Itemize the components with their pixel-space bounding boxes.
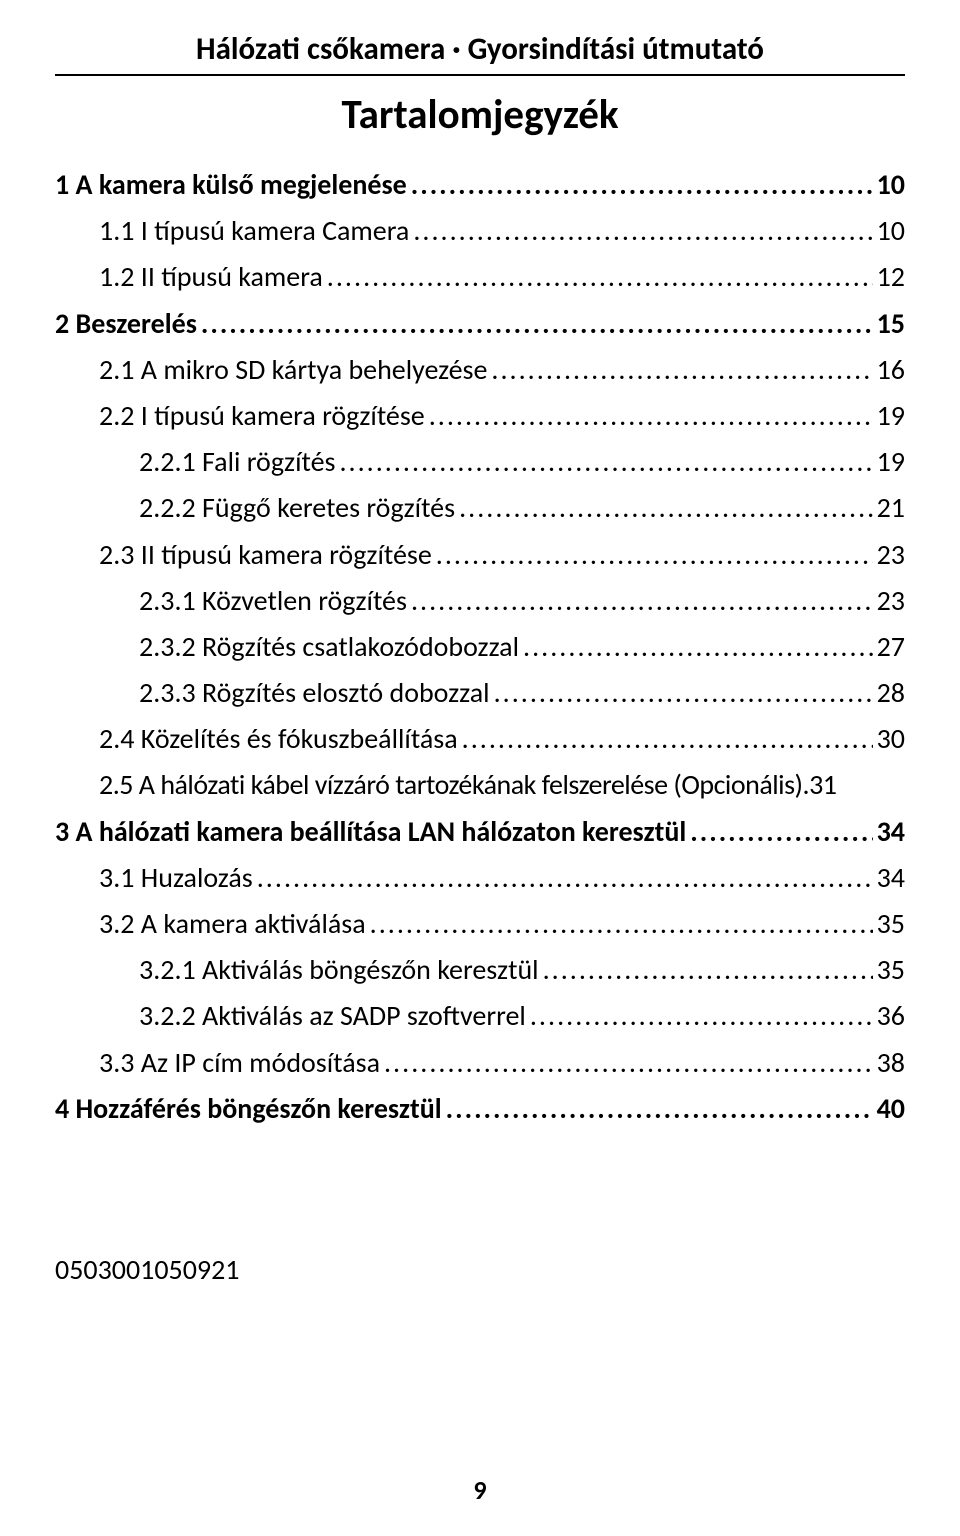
toc-leader-dots <box>257 855 873 901</box>
toc-entry: 3.2.2 Aktiválás az SADP szoftverrel 36 <box>55 993 905 1039</box>
toc-entry-page: 19 <box>877 439 905 485</box>
toc-entry-label: 2.3.1 Közvetlen rögzítés <box>139 578 407 624</box>
toc-entry-label: 2.5 A hálózati kábel vízzáró tartozékána… <box>99 762 803 808</box>
toc-entry-label: 3 A hálózati kamera beállítása LAN hálóz… <box>55 809 686 855</box>
toc-entry-page: 28 <box>877 670 905 716</box>
toc-leader-dots <box>327 254 873 300</box>
toc-entry-label: 2.2 I típusú kamera rögzítése <box>99 393 425 439</box>
toc-entry-label: 1.1 I típusú kamera Camera <box>99 208 409 254</box>
header-separator: · <box>452 30 460 68</box>
toc-entry: 2.3 II típusú kamera rögzítése 23 <box>55 532 905 578</box>
toc-entry: 1.2 II típusú kamera 12 <box>55 254 905 300</box>
document-code: 0503001050921 <box>55 1252 905 1287</box>
toc-entry: 2.3.2 Rögzítés csatlakozódobozzal 27 <box>55 624 905 670</box>
toc-entry-page: 16 <box>877 347 905 393</box>
toc-entry-label: 2.3.2 Rögzítés csatlakozódobozzal <box>139 624 519 670</box>
toc-leader-dots <box>462 716 873 762</box>
toc-entry: 2.2.2 Függő keretes rögzítés 21 <box>55 485 905 531</box>
toc-entry: 3.2 A kamera aktiválása 35 <box>55 901 905 947</box>
toc-leader-dots <box>494 670 873 716</box>
toc-leader-dots <box>491 347 872 393</box>
toc-entry-label: 3.2 A kamera aktiválása <box>99 901 366 947</box>
toc-leader-dots <box>411 162 873 208</box>
toc-entry-page: 40 <box>877 1086 905 1132</box>
toc-entry-page: 10 <box>877 162 905 208</box>
toc-entry: 2.4 Közelítés és fókuszbeállítása 30 <box>55 716 905 762</box>
toc-entry-label: 2.2.1 Fali rögzítés <box>139 439 335 485</box>
toc-leader-dots <box>429 393 873 439</box>
toc-entry-label: 2.4 Közelítés és fókuszbeállítása <box>99 716 458 762</box>
document-page: Hálózati csőkamera · Gyorsindítási útmut… <box>0 0 960 1536</box>
toc-entry-page: 27 <box>877 624 905 670</box>
toc-entry-page: 23 <box>877 578 905 624</box>
toc-leader-dots <box>446 1086 873 1132</box>
toc-entry-page: 34 <box>877 855 905 901</box>
toc-entry-label: 2.3.3 Rögzítés elosztó dobozzal <box>139 670 490 716</box>
toc-leader-dots <box>530 993 873 1039</box>
toc-leader-dots <box>201 301 873 347</box>
toc-entry: 2.2.1 Fali rögzítés 19 <box>55 439 905 485</box>
toc-list: 1 A kamera külső megjelenése 101.1 I típ… <box>55 162 905 1132</box>
toc-entry: 2.3.3 Rögzítés elosztó dobozzal 28 <box>55 670 905 716</box>
toc-entry-label: 1.2 II típusú kamera <box>99 254 323 300</box>
toc-entry: 2.2 I típusú kamera rögzítése 19 <box>55 393 905 439</box>
toc-leader-dots <box>413 208 872 254</box>
toc-entry-page: 10 <box>877 208 905 254</box>
toc-entry: 3.1 Huzalozás 34 <box>55 855 905 901</box>
toc-entry-page: 23 <box>877 532 905 578</box>
toc-leader-dots <box>411 578 873 624</box>
toc-entry-page: 21 <box>877 485 905 531</box>
toc-entry: 2.3.1 Közvetlen rögzítés 23 <box>55 578 905 624</box>
toc-entry-label: 4 Hozzáférés böngészőn keresztül <box>55 1086 442 1132</box>
toc-entry-page: 38 <box>877 1040 905 1086</box>
toc-entry-page: 34 <box>877 809 905 855</box>
toc-entry-label: 2.3 II típusú kamera rögzítése <box>99 532 432 578</box>
toc-entry-label: 2.2.2 Függő keretes rögzítés <box>139 485 455 531</box>
toc-leader-dots <box>459 485 873 531</box>
header-title: Hálózati csőkamera · Gyorsindítási útmut… <box>196 30 764 68</box>
toc-title: Tartalomjegyzék <box>55 90 905 140</box>
toc-entry-page: 15 <box>877 301 905 347</box>
toc-entry-page: 35 <box>877 947 905 993</box>
toc-entry-page: 35 <box>877 901 905 947</box>
toc-entry-page: 19 <box>877 393 905 439</box>
toc-leader-dots <box>436 532 873 578</box>
toc-entry: 1.1 I típusú kamera Camera 10 <box>55 208 905 254</box>
toc-leader-dots <box>523 624 873 670</box>
toc-leader-dots <box>384 1040 873 1086</box>
header-product: Hálózati csőkamera <box>196 30 445 68</box>
toc-leader-dots <box>339 439 872 485</box>
header-subtitle: Gyorsindítási útmutató <box>468 30 764 68</box>
toc-entry-page: 36 <box>877 993 905 1039</box>
page-number: 9 <box>0 1474 960 1506</box>
toc-entry-label: 2 Beszerelés <box>55 301 197 347</box>
toc-separator: . <box>803 762 810 808</box>
toc-entry-label: 3.3 Az IP cím módosítása <box>99 1040 380 1086</box>
toc-entry: 2 Beszerelés 15 <box>55 301 905 347</box>
toc-leader-dots <box>370 901 873 947</box>
toc-entry-label: 3.2.1 Aktiválás böngészőn keresztül <box>139 947 539 993</box>
toc-entry: 3 A hálózati kamera beállítása LAN hálóz… <box>55 809 905 855</box>
toc-entry: 2.1 A mikro SD kártya behelyezése 16 <box>55 347 905 393</box>
toc-entry: 3.2.1 Aktiválás böngészőn keresztül 35 <box>55 947 905 993</box>
toc-entry-page: 31 <box>809 762 836 808</box>
toc-entry-label: 3.2.2 Aktiválás az SADP szoftverrel <box>139 993 526 1039</box>
toc-entry-page: 30 <box>877 716 905 762</box>
page-header: Hálózati csőkamera · Gyorsindítási útmut… <box>55 30 905 76</box>
toc-entry: 1 A kamera külső megjelenése 10 <box>55 162 905 208</box>
toc-leader-dots <box>690 809 872 855</box>
toc-entry-label: 1 A kamera külső megjelenése <box>55 162 407 208</box>
toc-entry: 2.5 A hálózati kábel vízzáró tartozékána… <box>55 762 905 808</box>
toc-leader-dots <box>543 947 873 993</box>
toc-entry: 3.3 Az IP cím módosítása 38 <box>55 1040 905 1086</box>
toc-entry-page: 12 <box>877 254 905 300</box>
toc-entry-label: 3.1 Huzalozás <box>99 855 253 901</box>
toc-entry-label: 2.1 A mikro SD kártya behelyezése <box>99 347 487 393</box>
toc-entry: 4 Hozzáférés böngészőn keresztül 40 <box>55 1086 905 1132</box>
